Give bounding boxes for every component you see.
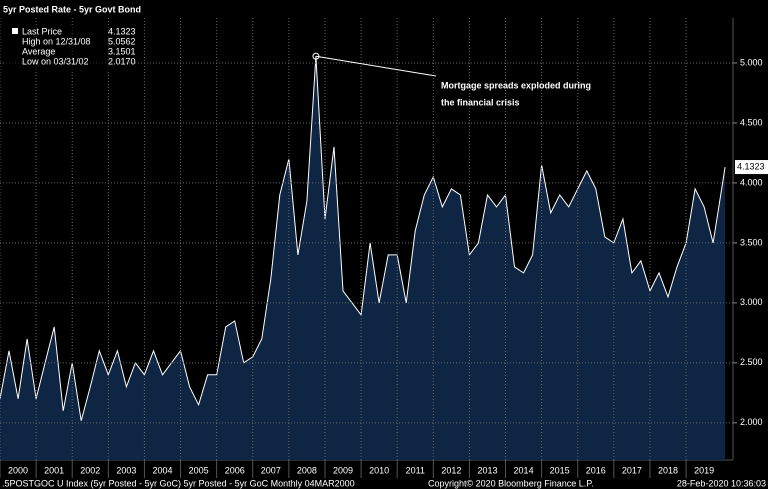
x-tick-label: 2017 [622, 465, 642, 475]
y-tick-label: 4.000 [740, 177, 763, 187]
last-price-tag [735, 160, 768, 175]
legend-box [4, 26, 121, 71]
x-tick-label: 2003 [116, 465, 136, 475]
y-tick-label: 5.000 [740, 57, 763, 67]
x-tick-label: 2014 [514, 465, 534, 475]
x-tick-label: 2009 [333, 465, 353, 475]
x-tick-label: 2019 [694, 465, 714, 475]
x-tick-label: 2010 [369, 465, 389, 475]
y-tick-label: 2.000 [740, 417, 763, 427]
y-tick-label: 3.000 [740, 297, 763, 307]
chart-title: 5yr Posted Rate - 5yr Govt Bond [3, 4, 141, 14]
area [0, 56, 726, 460]
x-tick-label: 2007 [261, 465, 281, 475]
x-tick-label: 2005 [189, 465, 209, 475]
x-tick-label: 2015 [550, 465, 570, 475]
footer: Copyright© 2020 Bloomberg Finance L.P. [428, 478, 594, 488]
legend-label: Last Price [22, 26, 62, 36]
x-tick-label: 2002 [80, 465, 100, 475]
y-tick-label: 3.500 [740, 237, 763, 247]
y-tick-label: 2.500 [740, 357, 763, 367]
y-tick-label: 4.500 [740, 117, 763, 127]
legend-value: 4.1323 [108, 26, 136, 36]
legend-value: 2.0170 [108, 56, 136, 66]
footer: .5POSTGOC U Index (5yr Posted - 5yr GoC)… [2, 478, 355, 488]
x-tick-label: 2013 [477, 465, 497, 475]
x-tick-label: 2004 [152, 465, 172, 475]
x-tick-label: 2016 [586, 465, 606, 475]
annotation-leader [315, 55, 437, 77]
x-tick-label: 2001 [44, 465, 64, 475]
x-tick-label: 2012 [441, 465, 461, 475]
legend-label: Low on 03/31/02 [22, 56, 89, 66]
legend-value: 3.1501 [108, 46, 136, 56]
legend-label: High on 12/31/08 [22, 36, 91, 46]
x-tick-label: 2008 [297, 465, 317, 475]
x-tick-label: 2011 [406, 465, 425, 475]
footer: 28-Feb-2020 10:36:03 [677, 478, 766, 488]
legend-value: 5.0562 [108, 36, 136, 46]
x-tick-label: 2018 [658, 465, 678, 475]
annotation: Mortgage spreads exploded during [441, 80, 591, 90]
legend-swatch [12, 28, 18, 34]
x-tick-label: 2000 [8, 465, 28, 475]
high-marker [312, 52, 320, 60]
annotation: the financial crisis [441, 97, 520, 107]
x-tick-label: 2006 [225, 465, 245, 475]
last-price-label: 4.1323 [737, 161, 765, 171]
legend-label: Average [22, 46, 55, 56]
